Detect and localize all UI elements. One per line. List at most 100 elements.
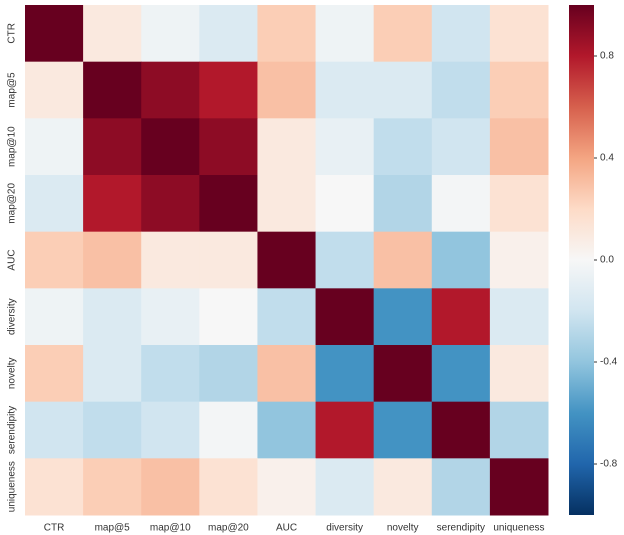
heatmap-cell bbox=[489, 458, 549, 516]
heatmap-cell bbox=[489, 61, 549, 119]
heatmap-cell bbox=[315, 288, 375, 346]
heatmap-cell bbox=[25, 231, 84, 289]
heatmap-cell bbox=[373, 288, 433, 346]
y-tick-label: map@20 bbox=[7, 183, 18, 224]
heatmap-cell bbox=[199, 345, 258, 403]
heatmap-cell bbox=[373, 61, 433, 119]
heatmap-cell bbox=[257, 118, 317, 176]
colorbar-tick-label: 0.0 bbox=[600, 255, 614, 266]
x-tick-label: map@5 bbox=[95, 523, 131, 534]
heatmap-cell bbox=[83, 118, 142, 176]
heatmap-cell bbox=[431, 401, 491, 459]
heatmap-cell bbox=[489, 118, 549, 176]
heatmap-cell bbox=[489, 345, 549, 403]
heatmap-cell bbox=[489, 231, 549, 289]
heatmap-cell bbox=[315, 401, 375, 459]
heatmap-cell bbox=[315, 61, 375, 119]
heatmap-cell bbox=[25, 288, 84, 346]
heatmap-cell bbox=[25, 345, 84, 403]
heatmap-cell bbox=[83, 231, 142, 289]
heatmap-cell bbox=[431, 118, 491, 176]
heatmap-cell bbox=[25, 458, 84, 516]
x-tick-label: map@20 bbox=[208, 523, 249, 534]
heatmap-cell bbox=[373, 458, 433, 516]
heatmap-cell bbox=[83, 345, 142, 403]
y-tick-label: uniqueness bbox=[7, 461, 18, 512]
heatmap-cell bbox=[373, 401, 433, 459]
heatmap-cell bbox=[141, 401, 200, 459]
colorbar-tick-label: -0.4 bbox=[600, 357, 618, 368]
heatmap-cell bbox=[431, 61, 491, 119]
x-tick-label: uniqueness bbox=[493, 523, 544, 534]
heatmap-cell bbox=[25, 5, 84, 63]
x-tick-label: AUC bbox=[276, 523, 297, 534]
heatmap-cell bbox=[489, 175, 549, 233]
heatmap-cell bbox=[373, 175, 433, 233]
heatmap-cell bbox=[257, 5, 317, 63]
heatmap-cell bbox=[141, 458, 200, 516]
x-tick-label: map@10 bbox=[150, 523, 191, 534]
heatmap-cell bbox=[257, 61, 317, 119]
heatmap-cell bbox=[199, 61, 258, 119]
heatmap-cell bbox=[141, 231, 200, 289]
colorbar-tick-label: -0.8 bbox=[600, 459, 618, 470]
y-tick-label: AUC bbox=[7, 249, 18, 270]
heatmap-cell bbox=[25, 401, 84, 459]
y-tick-label: diversity bbox=[7, 298, 18, 335]
heatmap-cell bbox=[315, 458, 375, 516]
heatmap-cell bbox=[199, 231, 258, 289]
heatmap-cell bbox=[373, 5, 433, 63]
y-tick-label: map@5 bbox=[7, 72, 18, 108]
heatmap-cell bbox=[489, 401, 549, 459]
heatmap-cell bbox=[141, 345, 200, 403]
heatmap-cell bbox=[83, 61, 142, 119]
heatmap-cell bbox=[315, 118, 375, 176]
heatmap-cell bbox=[257, 288, 317, 346]
heatmap-cell bbox=[431, 175, 491, 233]
heatmap-cell bbox=[373, 231, 433, 289]
heatmap-cell bbox=[25, 118, 84, 176]
heatmap-cell bbox=[431, 458, 491, 516]
heatmap-cell bbox=[431, 345, 491, 403]
heatmap-cell bbox=[83, 5, 142, 63]
heatmap-cell bbox=[141, 118, 200, 176]
heatmap-cell bbox=[199, 5, 258, 63]
y-tick-label: serendipity bbox=[7, 406, 18, 454]
heatmap-cell bbox=[141, 5, 200, 63]
heatmap-cell bbox=[141, 175, 200, 233]
heatmap-cell bbox=[257, 231, 317, 289]
heatmap-cell bbox=[373, 345, 433, 403]
heatmap-cell bbox=[25, 175, 84, 233]
heatmap-cell bbox=[83, 458, 142, 516]
colorbar-tick-label: 0.8 bbox=[600, 51, 614, 62]
heatmap-cell bbox=[257, 345, 317, 403]
heatmap-cell bbox=[257, 458, 317, 516]
heatmap-cell bbox=[199, 401, 258, 459]
colorbar bbox=[569, 5, 594, 515]
heatmap-cell bbox=[83, 401, 142, 459]
heatmap-cell bbox=[315, 231, 375, 289]
heatmap-cell bbox=[199, 288, 258, 346]
heatmap-cell bbox=[25, 61, 84, 119]
x-tick-label: serendipity bbox=[437, 523, 485, 534]
heatmap-cell bbox=[199, 458, 258, 516]
heatmap-cell bbox=[373, 118, 433, 176]
y-tick-label: CTR bbox=[7, 23, 18, 44]
heatmap-cell bbox=[315, 175, 375, 233]
heatmap-cell bbox=[431, 288, 491, 346]
heatmap-cell bbox=[141, 288, 200, 346]
heatmap-cell bbox=[141, 61, 200, 119]
heatmap-cell bbox=[315, 5, 375, 63]
heatmap-cell bbox=[257, 175, 317, 233]
heatmap-cell bbox=[431, 5, 491, 63]
y-tick-label: map@10 bbox=[7, 126, 18, 167]
heatmap-cell bbox=[199, 175, 258, 233]
colorbar-tick-label: 0.4 bbox=[600, 153, 614, 164]
heatmap-cell bbox=[315, 345, 375, 403]
heatmap-cell bbox=[257, 401, 317, 459]
heatmap-cell bbox=[83, 175, 142, 233]
heatmap-cell bbox=[83, 288, 142, 346]
x-tick-label: diversity bbox=[326, 523, 363, 534]
heatmap-cell bbox=[199, 118, 258, 176]
